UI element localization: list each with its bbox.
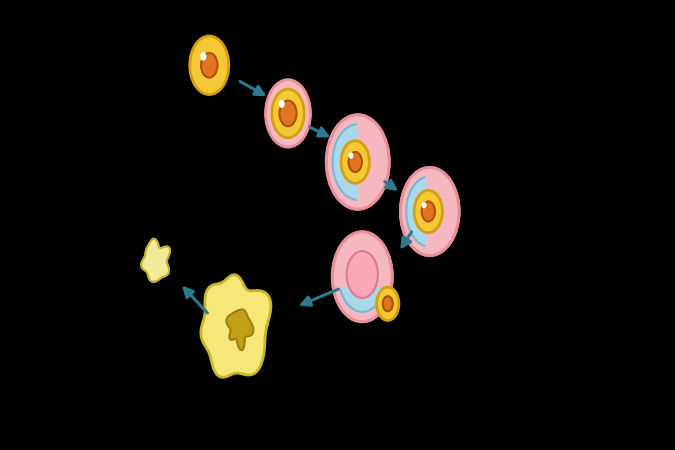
Ellipse shape [414,190,442,233]
Polygon shape [141,238,170,282]
Ellipse shape [279,100,296,126]
Ellipse shape [349,153,352,158]
Ellipse shape [341,141,369,183]
Polygon shape [338,240,387,289]
Ellipse shape [347,251,378,298]
Polygon shape [426,175,454,248]
Ellipse shape [279,100,284,107]
Ellipse shape [265,80,311,147]
Ellipse shape [272,89,304,138]
Ellipse shape [190,36,229,94]
Ellipse shape [348,152,362,172]
Ellipse shape [326,115,389,209]
Ellipse shape [400,167,459,256]
Ellipse shape [377,287,399,320]
Ellipse shape [201,53,206,60]
Ellipse shape [422,202,435,221]
Ellipse shape [423,202,426,208]
Ellipse shape [332,232,392,322]
Ellipse shape [201,53,217,77]
Ellipse shape [333,124,383,200]
Polygon shape [358,121,385,203]
Polygon shape [201,274,271,377]
Ellipse shape [339,242,385,312]
Ellipse shape [406,176,454,247]
Polygon shape [227,310,253,350]
Ellipse shape [383,296,393,311]
